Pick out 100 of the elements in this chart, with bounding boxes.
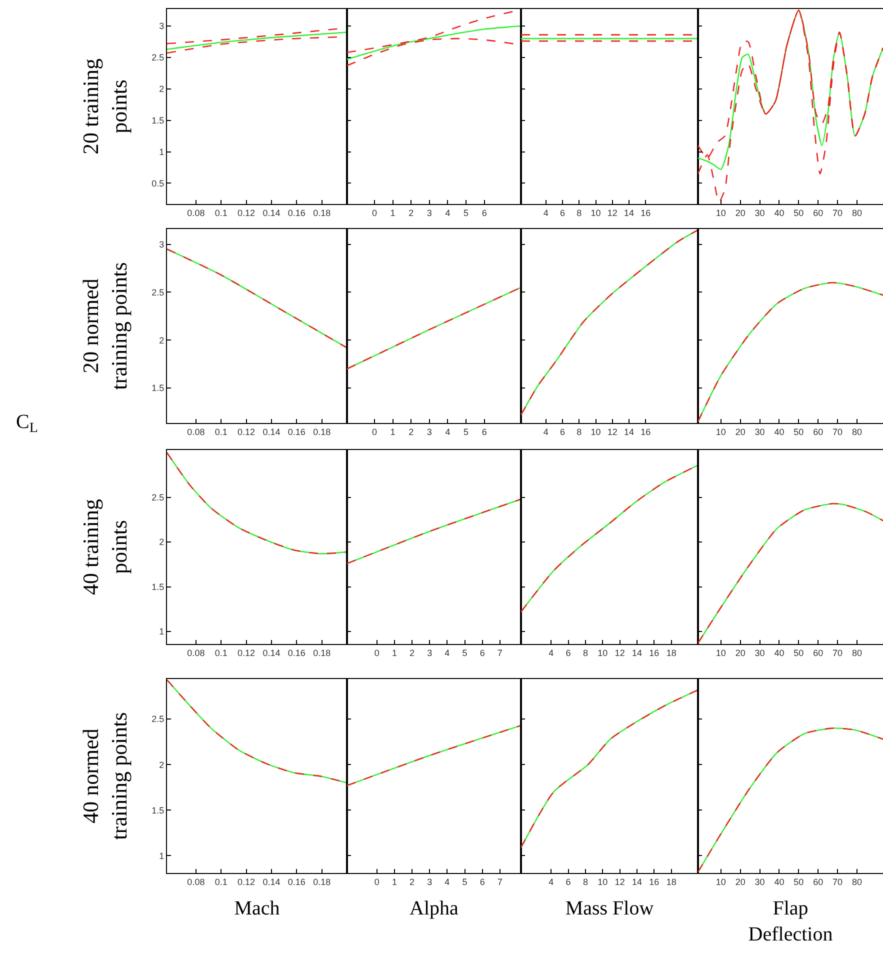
- y-tick-label: 3: [159, 21, 164, 32]
- x-tick-label: 0.16: [288, 426, 306, 437]
- x-tick-label: 0.18: [313, 426, 331, 437]
- x-tick-label: 0.18: [313, 648, 331, 658]
- y-tick-label: 3: [159, 239, 164, 250]
- x-tick-label: 6: [480, 648, 485, 658]
- x-tick-label: 1: [390, 208, 396, 218]
- x-tick-label: 2: [408, 208, 414, 218]
- x-tick-label: 0.12: [238, 426, 256, 437]
- x-tick-label: 5: [464, 208, 469, 218]
- x-tick-label: 0.18: [313, 208, 331, 218]
- x-tick-label: 80: [852, 648, 862, 658]
- x-tick-label: 12: [614, 876, 625, 887]
- x-tick-label: 16: [640, 208, 651, 218]
- x-tick-label: 0: [374, 648, 380, 658]
- x-tick-label: 70: [832, 876, 843, 887]
- y-tick-label: 2: [159, 760, 164, 770]
- x-tick-label: 10: [716, 426, 726, 437]
- y-tick-label: 2.5: [152, 714, 164, 724]
- x-tick-label: 80: [852, 876, 862, 887]
- x-tick-label: 50: [794, 648, 804, 658]
- x-tick-label: 6: [566, 648, 571, 658]
- x-tick-label: 0.12: [238, 876, 256, 887]
- x-tick-label: 0.14: [262, 208, 280, 218]
- y-tick-label: 1.5: [152, 383, 164, 394]
- x-tick-label: 12: [607, 426, 618, 437]
- x-tick-label: 60: [813, 426, 824, 437]
- x-tick-label: 0: [372, 208, 377, 218]
- x-tick-label: 70: [832, 208, 843, 218]
- x-axis-title: Mach: [234, 897, 280, 920]
- x-tick-label: 20: [735, 426, 746, 437]
- x-tick-label: 0.14: [262, 648, 280, 658]
- x-axis-title: Alpha: [410, 897, 459, 920]
- y-tick-label: 1: [159, 850, 164, 861]
- x-tick-label: 16: [649, 876, 660, 887]
- x-tick-label: 40: [774, 876, 784, 887]
- x-tick-label: 40: [774, 648, 784, 658]
- x-tick-label: 4: [445, 208, 450, 218]
- x-tick-label: 50: [794, 426, 804, 437]
- x-tick-label: 16: [649, 648, 660, 658]
- x-axis-title: Mass Flow: [565, 897, 654, 920]
- x-tick-label: 0.16: [288, 208, 306, 218]
- x-tick-label: 10: [716, 648, 726, 658]
- x-tick-label: 1: [392, 648, 397, 658]
- x-tick-label: 0.14: [262, 876, 280, 887]
- x-tick-label: 10: [716, 208, 726, 218]
- x-tick-label: 5: [464, 426, 469, 437]
- x-tick-label: 0.1: [214, 648, 228, 658]
- x-tick-label: 3: [427, 648, 432, 658]
- x-tick-label: 4: [444, 648, 450, 658]
- x-tick-label: 10: [598, 648, 608, 658]
- x-tick-label: 8: [576, 426, 582, 437]
- x-tick-label: 2: [408, 426, 414, 437]
- y-tick-label: 1: [159, 146, 164, 157]
- x-tick-label: 14: [632, 876, 642, 887]
- x-tick-label: 6: [482, 208, 487, 218]
- y-tick-label: 2.5: [152, 492, 164, 503]
- y-tick-label: 2.5: [152, 52, 164, 63]
- x-tick-label: 0.12: [238, 648, 256, 658]
- x-tick-label: 6: [566, 876, 571, 887]
- y-tick-label: 2: [159, 537, 164, 548]
- x-tick-label: 14: [624, 426, 634, 437]
- x-tick-label: 10: [590, 426, 601, 437]
- x-tick-label: 80: [852, 208, 862, 218]
- x-tick-label: 70: [832, 648, 843, 658]
- x-tick-label: 6: [480, 876, 485, 887]
- x-tick-label: 20: [735, 648, 746, 658]
- x-tick-label: 4: [444, 876, 450, 887]
- x-tick-label: 3: [426, 426, 432, 437]
- x-tick-label: 40: [774, 208, 784, 218]
- x-tick-label: 10: [590, 208, 601, 218]
- x-tick-label: 16: [640, 426, 651, 437]
- x-tick-label: 0.14: [262, 426, 280, 437]
- x-tick-label: 6: [482, 426, 487, 437]
- x-tick-label: 60: [813, 876, 824, 887]
- x-tick-label: 7: [497, 648, 502, 658]
- y-tick-label: 2: [159, 84, 164, 94]
- x-tick-label: 4: [445, 426, 450, 437]
- x-tick-label: 2: [410, 648, 415, 658]
- x-tick-label: 0.18: [313, 876, 331, 887]
- x-tick-label: 18: [666, 648, 676, 658]
- y-tick-label: 2: [159, 335, 164, 346]
- x-tick-label: 3: [426, 208, 432, 218]
- x-tick-label: 80: [852, 426, 862, 437]
- x-tick-label: 60: [813, 648, 824, 658]
- x-tick-label: 4: [548, 648, 554, 658]
- x-tick-label: 30: [754, 876, 765, 887]
- x-tick-label: 3: [427, 876, 432, 887]
- x-tick-label: 4: [543, 426, 548, 437]
- x-tick-label: 4: [543, 208, 548, 218]
- x-tick-label: 10: [598, 876, 608, 887]
- y-tick-label: 0.5: [152, 178, 164, 188]
- x-tick-label: 7: [497, 876, 502, 887]
- x-tick-label: 5: [462, 648, 468, 658]
- x-tick-label: 8: [576, 208, 582, 218]
- x-tick-label: 0.1: [214, 208, 228, 218]
- x-tick-label: 60: [813, 208, 824, 218]
- x-tick-label: 0.1: [214, 876, 228, 887]
- x-tick-label: 8: [582, 876, 588, 887]
- x-tick-label: 0: [372, 426, 377, 437]
